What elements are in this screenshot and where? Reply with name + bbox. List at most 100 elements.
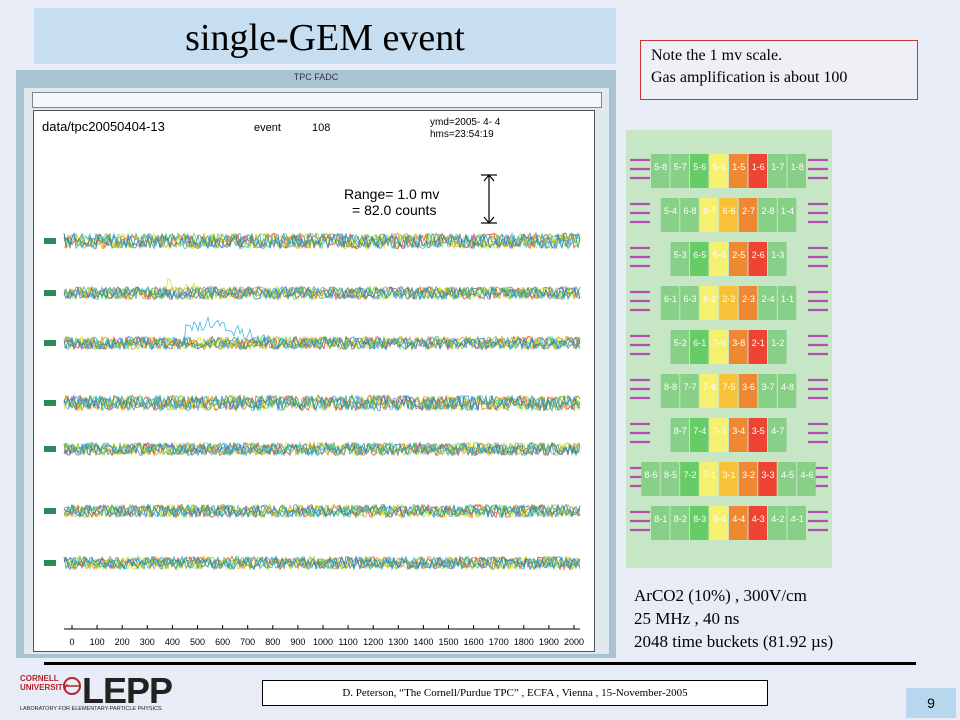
pad bbox=[777, 462, 797, 496]
pad bbox=[729, 330, 748, 364]
waveform-trace bbox=[63, 555, 581, 571]
pad bbox=[797, 462, 816, 496]
pad-label: 3-3 bbox=[761, 470, 774, 480]
header-left: data/tpc20050404-13 bbox=[42, 119, 165, 134]
pad-label: 1-6 bbox=[752, 162, 765, 172]
waveform-trace bbox=[63, 441, 581, 457]
waveform-trace bbox=[63, 441, 581, 457]
pad-label: 5-7 bbox=[674, 162, 687, 172]
pad-label: 5-2 bbox=[674, 338, 687, 348]
pad-label: 6-4 bbox=[713, 250, 726, 260]
x-tick-label: 600 bbox=[215, 637, 230, 647]
pad bbox=[709, 242, 728, 276]
waveform-trace bbox=[63, 231, 581, 251]
channel-marker bbox=[44, 340, 56, 346]
pad-label: 6-1 bbox=[693, 338, 706, 348]
pad-label: 5-3 bbox=[674, 250, 687, 260]
note-box: Note the 1 mv scale. Gas amplification i… bbox=[640, 40, 918, 100]
pad-rows: 5-8 5-7 5-6 5-5 1-5 1-6 1-7 1-8 5-4 6-8 6-7 6-6 2-7 2… bbox=[641, 154, 816, 540]
pad-label: 1-8 bbox=[791, 162, 804, 172]
footer-citation: D. Peterson, “The Cornell/Purdue TPC” , … bbox=[262, 680, 768, 706]
x-tick-label: 500 bbox=[190, 637, 205, 647]
waveform-trace bbox=[63, 503, 581, 520]
pad-label: 4-4 bbox=[732, 514, 745, 524]
pad bbox=[758, 198, 777, 232]
header-event-label: event bbox=[254, 122, 281, 134]
channel-marker bbox=[44, 560, 56, 566]
pad-label: 8-3 bbox=[693, 514, 706, 524]
pad-label: 4-7 bbox=[771, 426, 784, 436]
waveform-trace bbox=[63, 393, 581, 412]
pad-label: 8-8 bbox=[664, 382, 677, 392]
waveform-trace bbox=[63, 285, 581, 301]
pad-label: 5-6 bbox=[693, 162, 706, 172]
window-title: TPC FADC bbox=[293, 72, 339, 82]
lepp-logo: CORNELL UNIVERSITY LEPP LABORATORY FOR E… bbox=[16, 670, 212, 716]
waveform-trace bbox=[63, 441, 581, 457]
pad-label: 6-3 bbox=[683, 294, 696, 304]
event-display-svg: data/tpc20050404-13 event 108 ymd=2005- … bbox=[42, 117, 584, 647]
info-line-2: 25 MHz , 40 ns bbox=[634, 609, 740, 628]
pad bbox=[768, 154, 787, 188]
pad-label: 6-2 bbox=[703, 294, 716, 304]
pad bbox=[738, 374, 758, 408]
pad bbox=[777, 286, 797, 320]
x-tick-label: 200 bbox=[115, 637, 130, 647]
note-line-1: Note the 1 mv scale. bbox=[651, 47, 783, 64]
pad bbox=[670, 418, 689, 452]
info-line-3: 2048 time buckets (81.92 µs) bbox=[634, 632, 834, 651]
pad-label: 5-4 bbox=[664, 206, 677, 216]
logo-lepp: LEPP bbox=[82, 670, 173, 711]
pad-label: 5-8 bbox=[654, 162, 667, 172]
logo-lepp-sub: LABORATORY FOR ELEMENTARY-PARTICLE PHYSI… bbox=[20, 706, 162, 712]
pad bbox=[738, 286, 758, 320]
pad bbox=[748, 506, 767, 540]
pad bbox=[748, 330, 767, 364]
pad bbox=[787, 506, 806, 540]
pad bbox=[719, 462, 738, 496]
x-tick-label: 1100 bbox=[338, 637, 357, 647]
pad bbox=[670, 330, 689, 364]
pad-label: 1-4 bbox=[781, 206, 794, 216]
pad bbox=[777, 198, 797, 232]
pad-label: 7-1 bbox=[703, 470, 716, 480]
waveform-trace bbox=[63, 231, 581, 250]
pad bbox=[680, 198, 699, 232]
pad-label: 4-8 bbox=[781, 382, 794, 392]
pad bbox=[729, 418, 748, 452]
pad bbox=[690, 330, 709, 364]
pad bbox=[670, 154, 689, 188]
waveform-trace bbox=[63, 441, 581, 457]
pad bbox=[670, 506, 689, 540]
run-info: ArCO2 (10%) , 300V/cm 25 MHz , 40 ns 204… bbox=[634, 584, 833, 653]
pad bbox=[748, 242, 767, 276]
pad bbox=[709, 154, 728, 188]
x-tick-label: 1000 bbox=[313, 637, 333, 647]
pad-label: 3-6 bbox=[742, 382, 755, 392]
pad-label: 1-1 bbox=[781, 294, 794, 304]
pad bbox=[651, 506, 670, 540]
range-line-1: Range= 1.0 mv bbox=[344, 186, 439, 202]
pad bbox=[758, 462, 777, 496]
pad-label: 7-6 bbox=[713, 338, 726, 348]
pad bbox=[699, 198, 719, 232]
pad bbox=[641, 462, 660, 496]
pad bbox=[680, 462, 699, 496]
pad-layout-image: 5-8 5-7 5-6 5-5 1-5 1-6 1-7 1-8 5-4 6-8 6-7 6-6 2-7 2… bbox=[626, 130, 832, 568]
waveform-trace bbox=[63, 315, 581, 351]
logo-swirl-icon bbox=[63, 677, 81, 695]
pad bbox=[768, 330, 787, 364]
pad-label: 5-5 bbox=[713, 162, 726, 172]
x-tick-label: 1200 bbox=[363, 637, 383, 647]
pad-label: 6-7 bbox=[703, 206, 716, 216]
pad bbox=[768, 418, 787, 452]
pad bbox=[729, 242, 748, 276]
pad bbox=[709, 418, 728, 452]
pad bbox=[690, 506, 709, 540]
footer-rule bbox=[44, 662, 916, 665]
pad bbox=[738, 462, 758, 496]
x-axis-ticks: 0 100 200 300 400 500 600 700 800 900 1000 1100 1200… bbox=[69, 625, 584, 647]
pad bbox=[660, 374, 680, 408]
pad bbox=[709, 330, 728, 364]
pad-label: 7-6 bbox=[703, 382, 716, 392]
